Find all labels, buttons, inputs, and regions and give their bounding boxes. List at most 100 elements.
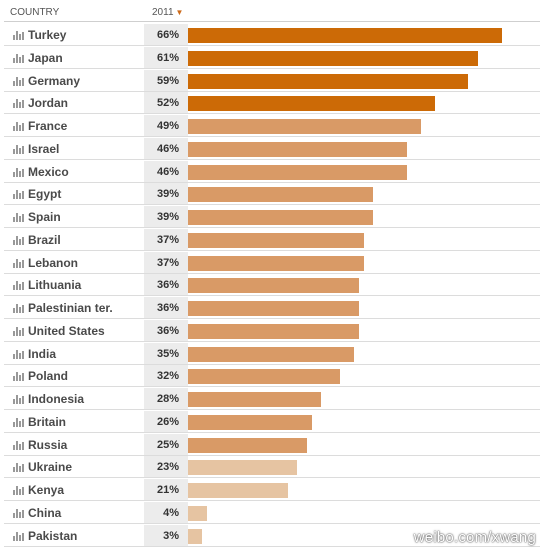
bar-chart-icon[interactable] xyxy=(13,99,24,109)
country-label[interactable]: Jordan xyxy=(28,96,69,111)
value-cell-background xyxy=(144,274,188,296)
value-cell-background xyxy=(144,410,188,432)
country-label[interactable]: Poland xyxy=(28,369,69,384)
bar-chart-icon[interactable] xyxy=(13,281,24,291)
row-divider xyxy=(4,318,540,319)
bar-row: Israel 46% xyxy=(4,137,540,160)
bar xyxy=(188,119,421,134)
bar-row: France 49% xyxy=(4,115,540,137)
data-label: 59% xyxy=(156,74,179,87)
value-cell-background xyxy=(144,319,188,341)
data-label: 39% xyxy=(156,188,179,201)
country-label[interactable]: Brazil xyxy=(28,232,61,247)
bar-row: United States 36% xyxy=(4,319,540,342)
country-label[interactable]: United States xyxy=(28,323,105,338)
bar-chart-icon[interactable] xyxy=(13,213,24,222)
data-label: 37% xyxy=(156,233,179,246)
bar-chart-icon[interactable] xyxy=(13,463,24,473)
bar-chart-icon[interactable] xyxy=(13,508,24,518)
country-label[interactable]: Indonesia xyxy=(28,392,85,406)
bar-row: Egypt 39% xyxy=(4,183,540,206)
bar-chart-icon[interactable] xyxy=(13,304,24,313)
bar-chart-icon[interactable] xyxy=(13,235,24,245)
row-divider xyxy=(4,67,540,69)
country-label[interactable]: Kenya xyxy=(28,483,65,497)
watermark: weibo.com/xwang xyxy=(413,529,536,546)
value-cell-background xyxy=(144,388,188,409)
bar-chart-icon[interactable] xyxy=(13,31,24,40)
data-label: 21% xyxy=(156,484,179,496)
country-label[interactable]: Ukraine xyxy=(28,460,73,475)
bar-chart-icon[interactable] xyxy=(13,372,24,382)
bar-chart-icon[interactable] xyxy=(13,258,24,268)
country-label[interactable]: Japan xyxy=(28,50,63,65)
country-label[interactable]: Mexico xyxy=(28,164,69,179)
bar xyxy=(188,255,364,271)
bar-row: Indonesia 28% xyxy=(4,388,540,410)
bar xyxy=(188,346,355,362)
bar-row: Brazil 37% xyxy=(4,228,540,251)
bar-chart-icon[interactable] xyxy=(13,531,24,541)
bar-chart-icon[interactable] xyxy=(13,190,24,200)
row-divider xyxy=(4,454,540,456)
bar-chart-icon[interactable] xyxy=(13,76,24,86)
bar xyxy=(188,50,478,66)
data-label: 46% xyxy=(156,165,179,178)
row-divider xyxy=(4,500,540,501)
country-label[interactable]: Germany xyxy=(28,73,81,88)
row-divider xyxy=(4,227,540,228)
bar-chart-icon[interactable] xyxy=(13,395,24,404)
data-label: 23% xyxy=(156,461,179,474)
bar-row: Lithuania 36% xyxy=(4,274,540,297)
value-cell-background xyxy=(144,183,188,205)
data-label: 61% xyxy=(156,51,179,64)
value-cell-background xyxy=(144,456,188,478)
value-cell-background xyxy=(144,69,188,91)
country-label[interactable]: Lebanon xyxy=(28,255,78,270)
bar-chart-icon[interactable] xyxy=(13,122,24,131)
bar-chart-icon[interactable] xyxy=(13,53,24,63)
country-label[interactable]: India xyxy=(28,346,57,361)
row-divider xyxy=(4,249,540,251)
data-label: 66% xyxy=(156,29,179,41)
row-divider xyxy=(4,477,540,479)
bar xyxy=(188,392,321,407)
country-label[interactable]: China xyxy=(28,505,62,520)
country-label[interactable]: Britain xyxy=(28,414,67,429)
country-label[interactable]: Palestinian ter. xyxy=(28,301,113,315)
country-label[interactable]: France xyxy=(28,119,68,133)
bar-row: Palestinian ter. 36% xyxy=(4,297,540,319)
data-label: 26% xyxy=(156,415,179,428)
country-label[interactable]: Egypt xyxy=(28,187,62,202)
row-divider xyxy=(4,181,540,183)
country-label[interactable]: Russia xyxy=(28,437,68,452)
chevron-down-icon[interactable]: ▼ xyxy=(175,8,184,17)
bar-chart-icon[interactable] xyxy=(13,349,24,359)
row-divider xyxy=(4,363,540,365)
value-cell-background xyxy=(144,115,188,136)
bar-chart-icon[interactable] xyxy=(13,440,24,450)
bar xyxy=(188,369,340,385)
bar-chart-icon[interactable] xyxy=(13,417,24,427)
country-label[interactable]: Israel xyxy=(28,141,60,156)
row-divider xyxy=(4,272,540,274)
bar-chart-icon[interactable] xyxy=(13,144,24,154)
country-label[interactable]: Pakistan xyxy=(28,528,78,543)
country-label[interactable]: Turkey xyxy=(28,28,67,42)
bar xyxy=(188,141,407,157)
value-cell-background xyxy=(144,524,188,546)
data-label: 52% xyxy=(156,97,179,110)
bar-chart-icon[interactable] xyxy=(13,486,24,495)
row-divider xyxy=(4,45,540,46)
bar-chart-icon[interactable] xyxy=(13,326,24,336)
country-label[interactable]: Spain xyxy=(28,210,61,224)
column-header-country[interactable]: COUNTRY xyxy=(10,7,60,18)
data-label: 28% xyxy=(156,393,179,405)
data-label: 3% xyxy=(163,529,179,542)
bar-row: India 35% xyxy=(4,342,540,365)
bar-chart-icon[interactable] xyxy=(13,167,24,177)
bar xyxy=(188,232,364,248)
column-header-year[interactable]: 2011 ▼ xyxy=(152,6,183,20)
country-label[interactable]: Lithuania xyxy=(28,278,82,293)
column-header-year-label: 2011 xyxy=(152,7,174,18)
